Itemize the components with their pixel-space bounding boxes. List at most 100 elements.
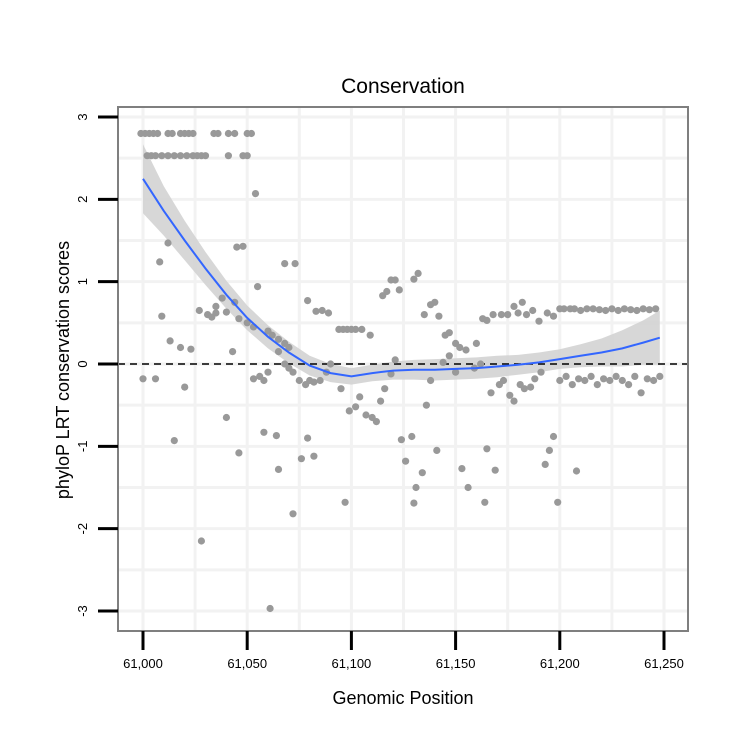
data-point: [249, 375, 258, 383]
data-point: [377, 397, 385, 405]
data-point: [260, 428, 268, 436]
data-point: [212, 309, 220, 317]
data-point: [285, 343, 293, 352]
data-point: [577, 306, 585, 315]
data-point: [201, 152, 210, 160]
data-point: [643, 375, 651, 383]
data-point: [487, 389, 495, 397]
y-tick-label: -1: [75, 441, 90, 453]
data-point: [452, 368, 460, 376]
data-point: [358, 325, 366, 333]
data-point: [235, 449, 243, 457]
data-point: [549, 312, 558, 320]
data-point: [243, 319, 251, 327]
data-point: [541, 460, 549, 468]
data-point: [581, 376, 589, 385]
data-point: [316, 376, 324, 385]
data-point: [391, 356, 399, 364]
y-tick-label: -3: [75, 605, 90, 617]
data-point: [414, 269, 422, 277]
data-point: [477, 360, 485, 368]
data-point: [650, 376, 658, 385]
data-point: [366, 331, 374, 339]
data-point: [341, 498, 349, 506]
data-point: [243, 152, 251, 160]
data-point: [352, 403, 360, 411]
data-point: [383, 287, 391, 296]
data-point: [504, 311, 512, 319]
data-point: [435, 312, 443, 320]
data-point: [408, 432, 416, 441]
data-point: [352, 325, 360, 333]
data-point: [483, 316, 491, 324]
data-point: [164, 152, 172, 160]
data-point: [427, 376, 435, 385]
data-point: [620, 305, 629, 313]
data-point: [372, 418, 380, 426]
data-point: [337, 385, 345, 393]
data-point: [568, 381, 576, 389]
data-point: [312, 307, 320, 315]
data-point: [464, 483, 472, 492]
smooth-line: [142, 178, 661, 378]
confidence-band: [143, 144, 660, 385]
data-point: [514, 309, 522, 317]
data-point: [633, 306, 641, 315]
y-tick-label: 2: [75, 196, 90, 203]
data-point: [195, 306, 203, 315]
data-point: [158, 312, 166, 320]
data-point: [608, 305, 616, 313]
data-point: [433, 446, 441, 454]
data-point: [510, 397, 518, 405]
data-point: [587, 372, 595, 380]
data-point: [139, 375, 147, 383]
data-point: [497, 311, 505, 319]
data-point: [310, 378, 318, 386]
data-point: [402, 457, 410, 465]
data-point: [170, 437, 178, 445]
y-tick-label: -2: [75, 523, 90, 535]
data-point: [181, 383, 189, 391]
data-point: [397, 436, 405, 444]
y-axis-label: phyloP LRT conservation scores: [53, 241, 73, 499]
data-point: [268, 331, 276, 339]
data-point: [151, 152, 160, 160]
data-point: [381, 385, 389, 393]
data-point: [595, 306, 604, 314]
data-point: [235, 315, 243, 323]
data-point: [395, 286, 403, 294]
data-points-group: [137, 129, 664, 613]
data-point: [618, 376, 626, 385]
data-point: [391, 276, 399, 284]
data-point: [412, 483, 420, 492]
data-point: [197, 537, 205, 545]
data-point: [445, 352, 453, 360]
data-point: [531, 375, 539, 383]
data-point: [260, 376, 268, 385]
data-point: [625, 381, 633, 389]
data-point: [274, 348, 283, 356]
data-point: [189, 129, 197, 138]
data-point: [222, 413, 230, 422]
data-point: [272, 432, 280, 440]
data-point: [458, 465, 466, 473]
data-point: [589, 305, 597, 313]
data-point: [304, 297, 312, 305]
data-point: [362, 411, 370, 419]
data-point: [422, 401, 430, 409]
y-tick-label: 1: [75, 278, 90, 285]
data-point: [168, 129, 176, 138]
data-point: [439, 358, 447, 366]
y-tick-label: 3: [75, 113, 90, 120]
data-point: [224, 129, 232, 138]
x-tick-label: 61,100: [332, 656, 372, 671]
data-point: [483, 445, 491, 453]
data-point: [420, 311, 428, 319]
data-point: [239, 242, 247, 250]
data-point: [510, 302, 518, 310]
data-point: [639, 305, 647, 313]
x-tick-label: 61,050: [227, 656, 267, 671]
data-point: [251, 190, 260, 198]
data-point: [600, 375, 608, 383]
